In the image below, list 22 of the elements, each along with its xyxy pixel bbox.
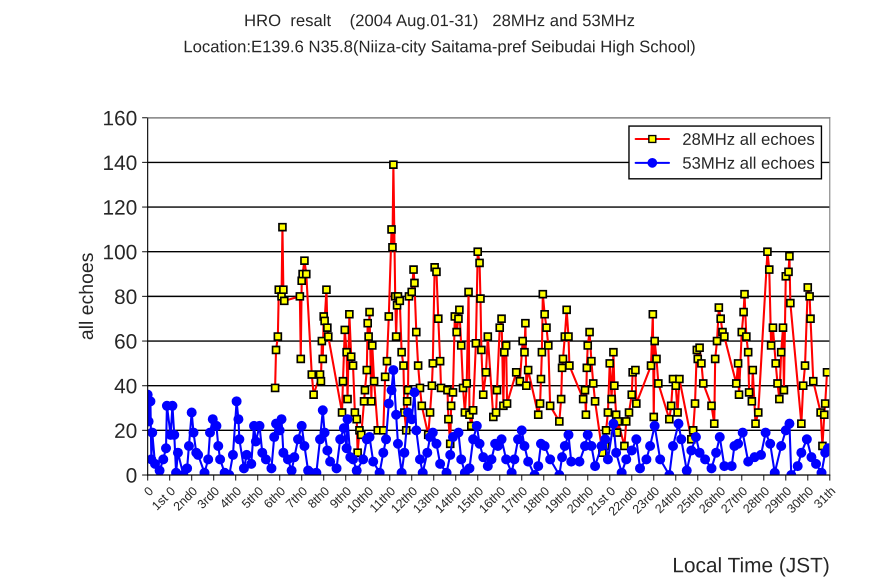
y-tick-label: 160 bbox=[104, 110, 136, 126]
x-tick-label: 7th0 bbox=[284, 486, 308, 509]
x-tick-label: 31th bbox=[812, 486, 836, 509]
y-tick-label: 120 bbox=[104, 200, 136, 215]
x-axis-title: Local Time (JST) bbox=[674, 557, 828, 577]
x-tick-label: 6th0 bbox=[262, 486, 286, 509]
x-tick-label: 0 bbox=[143, 486, 154, 496]
x-tick-label: 8th0 bbox=[306, 486, 330, 509]
y-tick-label: 80 bbox=[114, 289, 136, 304]
chart-subtitle: Location:E139.6 N35.8(Niiza-city Saitama-pref Seibudai High School) bbox=[184, 40, 695, 56]
y-tick-label: 0 bbox=[126, 468, 136, 483]
x-tick-label: 4th0 bbox=[218, 486, 242, 509]
y-tick-label: 40 bbox=[114, 378, 136, 394]
y-axis-title: all echoes bbox=[78, 253, 94, 340]
legend-label: 53MHz all echoes bbox=[682, 156, 814, 169]
y-tick-label: 100 bbox=[104, 244, 136, 260]
y-tick-label: 60 bbox=[115, 334, 136, 349]
y-tick-label: 140 bbox=[104, 155, 136, 170]
y-tick-label: 20 bbox=[115, 423, 136, 438]
legend-label: 28MHz all echoes bbox=[683, 132, 814, 145]
chart-title: HRO resalt (2004 Aug.01-31) 28MHz and 53MHz bbox=[245, 14, 634, 30]
x-tick-label: 5th0 bbox=[240, 486, 264, 509]
